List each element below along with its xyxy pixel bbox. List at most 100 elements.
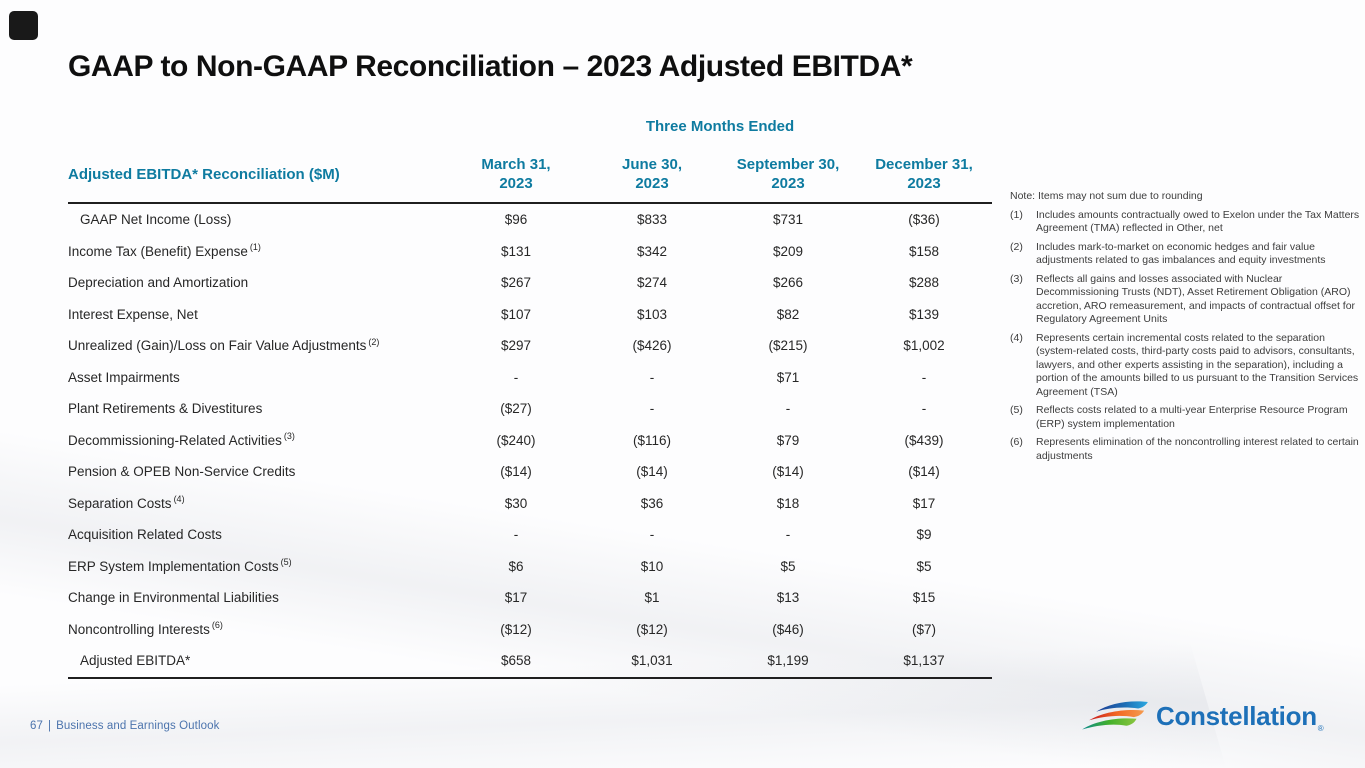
cell-q4-value: $1,137 — [856, 645, 992, 679]
footnote-text: Includes amounts contractually owed to E… — [1036, 208, 1360, 235]
cell-q2-value: $833 — [636, 212, 668, 228]
cell-q4-value: ($7) — [911, 621, 936, 637]
cell-q1-value: $131 — [500, 243, 532, 259]
constellation-logo-text: Constellation — [1156, 700, 1317, 731]
cell-q3-value: $79 — [776, 432, 800, 448]
cell-q2-value: $10 — [640, 558, 664, 574]
cell-q2-value: - — [649, 401, 655, 417]
cell-q4-value: - — [921, 369, 927, 385]
footnote-number: (3) — [1010, 272, 1023, 285]
rounding-note: Note: Items may not sum due to rounding — [1010, 190, 1203, 202]
cell-q4-value: ($36) — [908, 212, 940, 228]
constellation-swoosh-icon — [1082, 701, 1148, 730]
table-group-header: Three Months Ended — [645, 118, 795, 135]
cell-q1-value: ($12) — [500, 621, 532, 637]
cell-q3-value: $13 — [776, 590, 800, 606]
row-label: Pension & OPEB Non-Service Credits — [68, 464, 296, 480]
row-label: Adjusted EBITDA* — [80, 653, 191, 669]
cell-q3-value: $71 — [776, 369, 800, 385]
cell-q2-value: - — [649, 527, 655, 543]
row-label: Interest Expense, Net — [68, 306, 198, 322]
cell-q1-value: ($14) — [500, 464, 532, 480]
table-row: Adjusted EBITDA* $658 $1,031 $1,199 $1,1… — [68, 645, 992, 679]
row-label: Plant Retirements & Divestitures — [68, 401, 263, 417]
cell-q2-value: ($14) — [636, 464, 668, 480]
cell-q2-value: $103 — [636, 306, 668, 322]
footnote-text: Represents elimination of the noncontrol… — [1036, 436, 1359, 462]
table-row: Noncontrolling Interests (6) ($12) ($12) … — [68, 614, 992, 646]
row-label: Unrealized (Gain)/Loss on Fair Value Adj… — [68, 338, 367, 354]
cell-q1-value: $17 — [504, 590, 528, 606]
cell-q3-value: $1,199 — [720, 645, 856, 679]
cell-q4-value: $15 — [912, 590, 936, 606]
cell-q2-value: $274 — [636, 275, 668, 291]
footnote-ref: (2) — [368, 336, 380, 347]
cell-q4-value: $1,002 — [903, 338, 945, 354]
table-row: Change in Environmental Liabilities $17 … — [68, 582, 992, 614]
table-header-row: Adjusted EBITDA* Reconciliation ($M) Mar… — [68, 146, 992, 204]
row-label: ERP System Implementation Costs — [68, 558, 279, 574]
row-label: Separation Costs — [68, 495, 172, 511]
cell-q4-value: - — [921, 401, 927, 417]
cell-q3-value: $18 — [776, 495, 800, 511]
cell-q3-value: ($215) — [768, 338, 808, 354]
recon-table-body: GAAP Net Income (Loss) $96 $833 $731 ($3… — [68, 203, 992, 679]
footnote-number: (1) — [1010, 208, 1023, 221]
row-label: Income Tax (Benefit) Expense — [68, 243, 248, 259]
cell-q2-value: ($12) — [636, 621, 668, 637]
footnote-item: (4) Represents certain incremental costs… — [1010, 332, 1362, 400]
column-header-december: December 31, 2023 — [856, 146, 992, 204]
page-number: 67 — [30, 720, 43, 732]
slide-title: GAAP to Non-GAAP Reconciliation – 2023 A… — [68, 50, 913, 83]
cell-q1-value: $267 — [500, 275, 532, 291]
cell-q1-value: - — [513, 527, 519, 543]
cell-q4-value: ($439) — [904, 432, 944, 448]
row-label: GAAP Net Income (Loss) — [80, 212, 232, 228]
cell-q3-value: $209 — [772, 243, 804, 259]
cell-q1-value: $107 — [500, 306, 532, 322]
footnote-list: (1) Includes amounts contractually owed … — [1010, 209, 1362, 464]
footer-separator: | — [48, 720, 52, 732]
cell-q1-value: $6 — [508, 558, 524, 574]
footnote-ref: (3) — [283, 431, 295, 442]
table-row: Plant Retirements & Divestitures ($27) -… — [68, 393, 992, 425]
footnote-number: (6) — [1010, 436, 1023, 448]
registered-mark: ® — [1317, 724, 1324, 733]
footnote-item: (5) Reflects costs related to a multi-ye… — [1010, 404, 1362, 431]
cell-q1-value: $658 — [448, 645, 584, 679]
footnote-text: Reflects all gains and losses associated… — [1036, 272, 1356, 326]
cell-q2-value: - — [649, 369, 655, 385]
cell-q4-value: ($14) — [908, 464, 940, 480]
row-label: Change in Environmental Liabilities — [68, 590, 279, 606]
cell-q1-value: $96 — [504, 212, 528, 228]
cell-q2-value: $1 — [644, 590, 660, 606]
cell-q4-value: $288 — [908, 275, 940, 291]
footnote-item: (3) Reflects all gains and losses associ… — [1010, 273, 1362, 327]
footer-section-title: Business and Earnings Outlook — [56, 720, 220, 732]
table-label-header: Adjusted EBITDA* Reconciliation ($M) — [68, 146, 448, 204]
footnote-item: (2) Includes mark-to-market on economic … — [1010, 241, 1362, 268]
cell-q3-value: ($46) — [772, 621, 804, 637]
table-row: Income Tax (Benefit) Expense (1) $131 $34… — [68, 236, 992, 268]
table-row: Depreciation and Amortization $267 $274 … — [68, 267, 992, 299]
constellation-logo: Constellation ® — [1080, 692, 1324, 740]
cell-q3-value: $731 — [772, 212, 804, 228]
footnote-item: (1) Includes amounts contractually owed … — [1010, 209, 1362, 236]
table-row: Unrealized (Gain)/Loss on Fair Value Adj… — [68, 330, 992, 362]
cell-q4-value: $139 — [908, 306, 940, 322]
cell-q2-value: ($116) — [632, 432, 672, 448]
page-footer: 67 | Business and Earnings Outlook — [30, 720, 219, 732]
table-row: GAAP Net Income (Loss) $96 $833 $731 ($3… — [68, 203, 992, 236]
cell-q3-value: ($14) — [772, 464, 804, 480]
cell-q4-value: $158 — [908, 243, 940, 259]
footnote-text: Represents certain incremental costs rel… — [1036, 331, 1359, 398]
footnote-ref: (1) — [249, 242, 261, 253]
table-row: Acquisition Related Costs - - - $9 — [68, 519, 992, 551]
table-row: Pension & OPEB Non-Service Credits ($14)… — [68, 456, 992, 488]
footnote-text: Includes mark-to-market on economic hedg… — [1036, 240, 1326, 267]
row-label: Decommissioning-Related Activities — [68, 432, 282, 448]
cell-q3-value: $82 — [776, 306, 800, 322]
cell-q1-value: - — [513, 369, 519, 385]
cell-q1-value: ($27) — [500, 401, 532, 417]
